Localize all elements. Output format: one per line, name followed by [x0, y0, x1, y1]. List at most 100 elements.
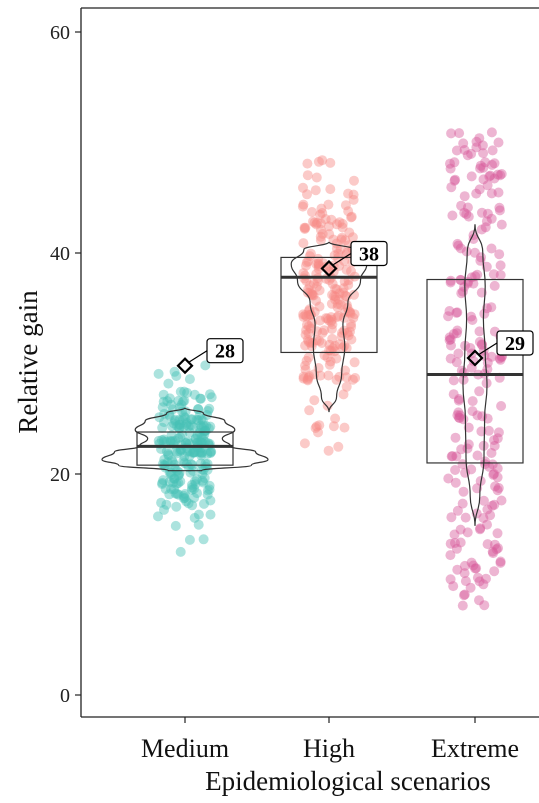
data-point	[348, 189, 359, 200]
data-point	[332, 302, 343, 313]
data-point	[319, 325, 330, 336]
data-point	[177, 415, 188, 426]
data-point	[468, 560, 479, 571]
data-point	[298, 309, 309, 320]
data-point	[187, 482, 198, 493]
data-point	[206, 392, 217, 403]
mean-label-box	[206, 338, 244, 364]
data-point	[311, 259, 322, 269]
data-point	[448, 375, 459, 386]
data-point	[342, 327, 353, 338]
data-point	[305, 323, 316, 334]
data-point	[166, 484, 176, 494]
data-point	[455, 537, 466, 548]
data-point	[331, 219, 342, 230]
data-point	[311, 421, 322, 432]
data-point	[186, 414, 197, 425]
data-point	[482, 519, 492, 530]
data-point	[165, 467, 176, 478]
data-point	[303, 372, 314, 383]
data-point	[478, 513, 489, 523]
data-point	[205, 509, 216, 520]
data-point	[200, 425, 211, 436]
data-point	[206, 446, 217, 457]
data-point	[196, 450, 207, 461]
data-point	[333, 294, 344, 305]
data-point	[158, 436, 169, 447]
data-point	[450, 477, 461, 488]
data-point	[205, 389, 215, 400]
data-point	[339, 325, 350, 336]
data-point	[327, 278, 338, 289]
data-point	[449, 529, 460, 540]
data-point	[174, 423, 185, 434]
data-point	[345, 307, 356, 318]
box	[426, 278, 524, 464]
data-point	[198, 421, 209, 432]
data-point	[195, 447, 206, 458]
data-point	[324, 221, 334, 232]
data-point	[478, 579, 489, 590]
data-point	[487, 159, 497, 170]
data-point	[302, 334, 313, 345]
data-point	[325, 356, 336, 367]
data-point	[171, 371, 182, 381]
data-point	[494, 249, 505, 260]
data-point	[200, 360, 211, 371]
data-point	[495, 557, 506, 568]
data-point	[462, 150, 473, 161]
data-point	[489, 280, 500, 291]
data-point	[326, 314, 337, 325]
data-point	[495, 270, 506, 280]
data-point	[191, 414, 202, 425]
data-point	[444, 332, 455, 343]
data-point	[161, 436, 172, 447]
data-point	[451, 543, 462, 554]
data-point	[298, 311, 309, 322]
data-point	[453, 240, 464, 251]
data-point	[189, 492, 200, 503]
data-point	[459, 560, 470, 571]
data-point	[174, 419, 185, 430]
data-point	[337, 327, 348, 338]
data-point	[190, 433, 201, 444]
data-point	[449, 157, 460, 168]
data-point	[333, 248, 344, 259]
data-point	[315, 218, 326, 229]
data-point	[193, 509, 204, 520]
data-point	[198, 534, 209, 545]
data-point	[458, 138, 469, 149]
data-point	[454, 128, 465, 139]
data-point	[302, 189, 312, 200]
data-point	[338, 283, 349, 294]
data-point	[158, 389, 169, 400]
data-point	[174, 414, 185, 425]
data-point	[173, 489, 184, 500]
data-point	[313, 156, 324, 167]
data-point	[163, 449, 174, 459]
data-point	[323, 370, 334, 381]
data-point	[300, 340, 311, 351]
data-point	[489, 440, 500, 451]
data-point	[468, 234, 479, 244]
data-point	[443, 473, 454, 484]
data-point	[300, 222, 311, 233]
data-point	[198, 433, 208, 444]
data-point	[181, 496, 192, 507]
data-point	[179, 386, 190, 397]
data-point	[459, 207, 470, 218]
mean-labels: 28 38 29	[176, 240, 534, 375]
data-point	[338, 287, 349, 298]
data-point	[496, 401, 507, 411]
data-point	[173, 478, 184, 488]
data-point	[489, 468, 499, 479]
data-point	[304, 251, 315, 262]
data-point	[482, 208, 493, 219]
data-point	[445, 275, 456, 286]
data-point	[205, 448, 216, 459]
data-point	[183, 421, 194, 432]
data-point	[300, 310, 311, 321]
data-point	[199, 473, 210, 483]
data-point	[307, 337, 318, 348]
data-point	[332, 299, 343, 309]
